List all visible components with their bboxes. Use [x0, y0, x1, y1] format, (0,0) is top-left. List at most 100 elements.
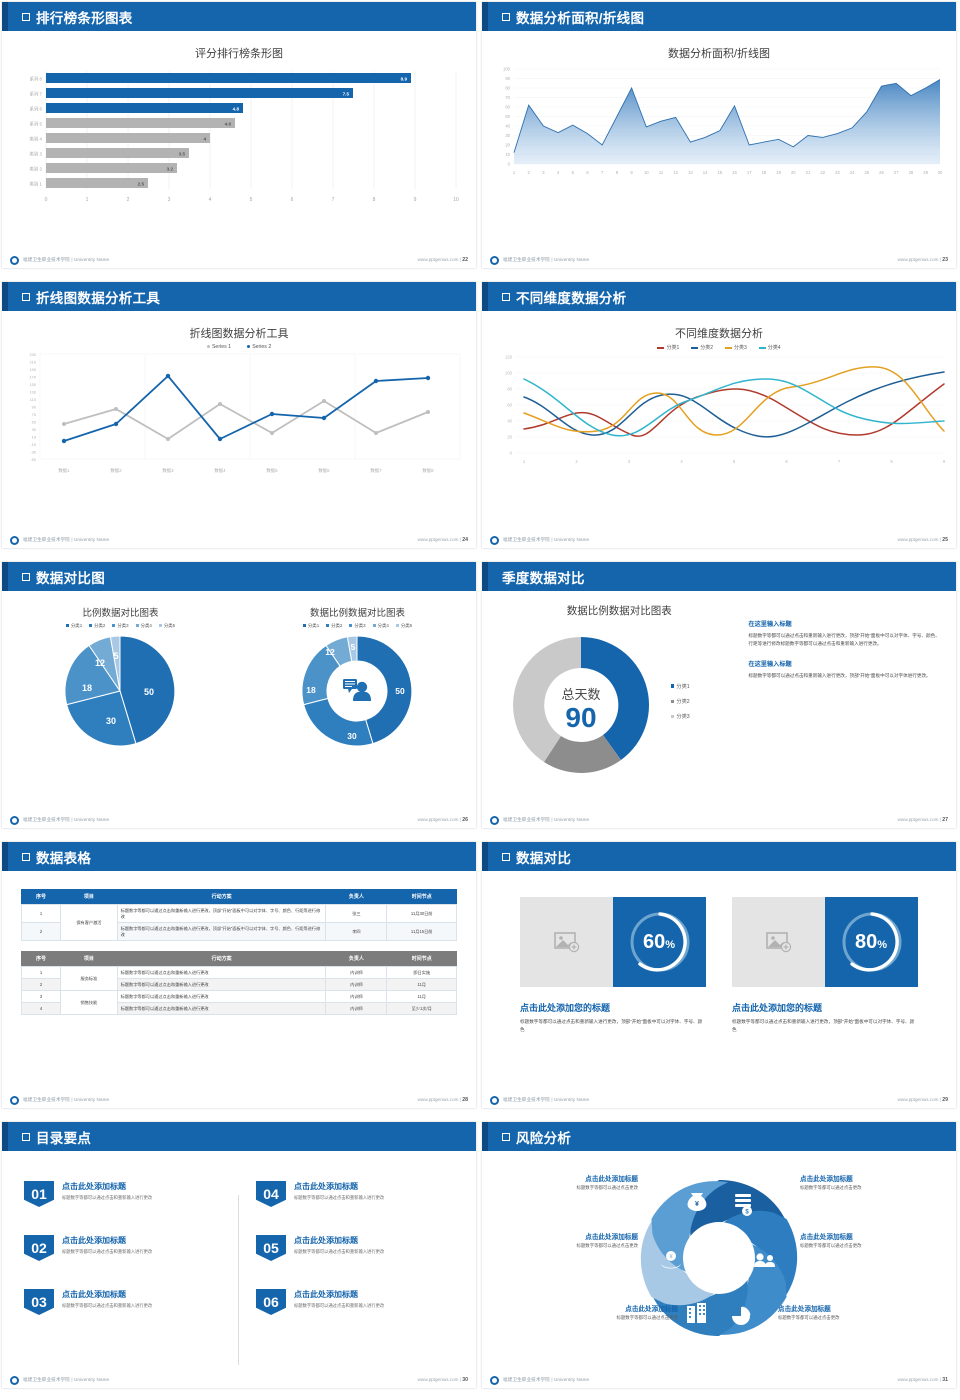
legend-item[interactable]: 分类2 — [326, 623, 342, 629]
legend-item-series2[interactable]: Series 2 — [247, 344, 271, 350]
risk-title: 点击此处添加标题 — [585, 1176, 638, 1183]
slide-risk-analysis[interactable]: 风险分析 ¥ — [480, 1120, 960, 1400]
slide-quarterly-compare[interactable]: 季度数据对比 数据比例数据对比图表 总天数 90 — [480, 560, 960, 840]
compare-card[interactable]: 60% 点击此处添加您的标题 标题数字等都可以通过点击和重新输入进行更改，顶部“… — [520, 897, 706, 1034]
legend-item[interactable]: 分类1 — [65, 623, 82, 629]
presenter-icon — [343, 679, 371, 701]
svg-text:2: 2 — [528, 170, 531, 175]
svg-text:9: 9 — [414, 197, 417, 203]
table-row[interactable]: 1 服务标准 标题数字等都可以通过点击和重新输入进行更改 内训师 即日实施 — [20, 966, 458, 991]
svg-text:12: 12 — [95, 658, 105, 668]
svg-text:0: 0 — [45, 197, 48, 203]
footer-school: 福建卫生职业技术学院 | University Name — [23, 257, 110, 262]
legend-swatch-icon — [65, 624, 69, 628]
slide-data-tables[interactable]: 数据表格 序号 项目 行动方案 负责人 时间节点 1 保有客户激活 标题数字等都… — [0, 840, 480, 1120]
catalog-item-06[interactable]: 06 点击此处添加标题 标题数字等都可以通过点击和重新输入进行更改 — [256, 1289, 454, 1315]
slide-area-line[interactable]: 数据分析面积/折线图 数据分析面积/折线图 — [480, 0, 960, 280]
footer-site: www.pptgenius.com | 31 — [898, 1377, 948, 1383]
svg-text:-30: -30 — [30, 450, 36, 455]
legend-swatch-icon — [671, 684, 675, 688]
svg-text:-10: -10 — [30, 442, 36, 447]
cell-index: 2 — [20, 922, 62, 941]
risk-item-4[interactable]: 点击此处添加标题 标题数字等都可以通过点击更改 — [800, 1231, 940, 1249]
svg-text:4: 4 — [209, 197, 212, 203]
donut-title: 数据比例数据对比图表 — [309, 608, 405, 619]
image-placeholder[interactable] — [520, 897, 613, 987]
table-row[interactable]: 2 标题数字等都可以通过点击和重新输入进行更改，顶部“开始”面板中可以对字体、字… — [20, 922, 458, 941]
slide-catalog[interactable]: 目录要点 01 点击此处添加标题 标题数字等都可以通过点击和重新输入进行更改 02… — [0, 1120, 480, 1400]
slide-header: 数据分析面积/折线图 — [482, 2, 956, 31]
legend-item[interactable]: 分类5 — [395, 623, 412, 629]
legend-item[interactable]: 分类1 — [302, 623, 319, 629]
cell-owner: 内训师 — [325, 1002, 388, 1015]
legend-item[interactable]: 分类1 — [671, 680, 690, 695]
slide-ranking-bar[interactable]: 排行榜条形图表 评分排行榜条形图 — [0, 0, 480, 280]
risk-item-6[interactable]: 点击此处添加标题 标题数字等都可以通过点击更改 — [778, 1303, 918, 1321]
legend-item[interactable]: 分类4 — [135, 623, 152, 629]
legend-label: 分类3 — [676, 714, 690, 721]
risk-item-2[interactable]: 点击此处添加标题 标题数字等都可以通过点击更改 — [800, 1173, 940, 1191]
catalog-title: 点击此处添加标题 — [62, 1236, 126, 1245]
table-row[interactable]: 1 保有客户激活 标题数字等都可以通过点击和重新输入进行更改，顶部“开始”面板中… — [20, 904, 458, 941]
legend-item-2[interactable]: 分类2 — [691, 344, 713, 351]
gauge-chart: 80% — [842, 912, 901, 972]
catalog-item-03[interactable]: 03 点击此处添加标题 标题数字等都可以通过点击和重新输入进行更改 — [24, 1289, 222, 1315]
pie-chart-icon — [732, 1306, 751, 1325]
slide-header: 数据对比图 — [2, 562, 476, 591]
col-header: 序号 — [21, 889, 61, 905]
table-2: 序号 项目 行动方案 负责人 时间节点 1 服务标准 标题数字等都可以通过点击和… — [20, 951, 458, 1015]
legend-item-3[interactable]: 分类3 — [725, 344, 747, 351]
multi-line-chart: 120 100 80 60 40 20 0 1 2 3 4 5 6 7 8 9 — [505, 355, 946, 464]
catalog-item-04[interactable]: 04 点击此处添加标题 标题数字等都可以通过点击和重新输入进行更改 — [256, 1181, 454, 1207]
svg-text:170: 170 — [30, 375, 37, 380]
donut-chart: 总天数 90 — [513, 637, 650, 773]
table-row[interactable]: 4 标题数字等都可以通过点击和重新输入进行更改 内训师 至少1次/月 — [20, 1002, 458, 1015]
risk-item-5[interactable]: 点击此处添加标题 标题数字等都可以通过点击更改 — [538, 1303, 678, 1321]
school-logo-icon — [490, 1375, 499, 1385]
risk-item-1[interactable]: 点击此处添加标题 标题数字等都可以通过点击更改 — [498, 1173, 638, 1191]
cell-group: 销售技能 — [60, 990, 118, 1015]
legend-item[interactable]: 分类4 — [372, 623, 389, 629]
legend-item[interactable]: 分类2 — [671, 695, 690, 710]
svg-text:数据3: 数据3 — [162, 467, 174, 474]
people-icon — [754, 1253, 775, 1267]
catalog-title: 点击此处添加标题 — [294, 1290, 358, 1299]
catalog-item-01[interactable]: 01 点击此处添加标题 标题数字等都可以通过点击和重新输入进行更改 — [24, 1181, 222, 1207]
catalog-item-02[interactable]: 02 点击此处添加标题 标题数字等都可以通过点击和重新输入进行更改 — [24, 1235, 222, 1261]
svg-text:数据6: 数据6 — [318, 467, 330, 474]
footer-school: 福建卫生职业技术学院 | University Name — [23, 1377, 110, 1382]
slide-multi-dimension[interactable]: 不同维度数据分析 不同维度数据分析 分类1 分类2 分类3 分类4 — [480, 280, 960, 560]
table-row[interactable]: 3 销售技能 标题数字等都可以通过点击和重新输入进行更改 内训师 11月 — [20, 990, 458, 1015]
risk-item-3[interactable]: 点击此处添加标题 标题数字等都可以通过点击更改 — [498, 1231, 638, 1249]
cell-action: 标题数字等都可以通过点击和重新输入进行更改 — [116, 1002, 327, 1015]
legend-item[interactable]: 分类3 — [349, 623, 366, 629]
cell-index: 2 — [20, 978, 62, 991]
col-header: 行动方案 — [117, 889, 326, 905]
footer-site: www.pptgenius.com | 23 — [898, 257, 948, 263]
catalog-item-05[interactable]: 05 点击此处添加标题 标题数字等都可以通过点击和重新输入进行更改 — [256, 1235, 454, 1261]
legend-item-1[interactable]: 分类1 — [657, 344, 679, 351]
checkbox-icon — [502, 1132, 510, 1141]
slide-line-tool[interactable]: 折线图数据分析工具 折线图数据分析工具 Series 1 Series 2 — [0, 280, 480, 560]
compare-card[interactable]: 80% 点击此处添加您的标题 标题数字等都可以通过点击和重新输入进行更改，顶部“… — [732, 897, 918, 1034]
percent-gauge: 60% — [613, 897, 706, 987]
slide-title: 风险分析 — [516, 1130, 572, 1146]
page-number: 24 — [462, 537, 468, 543]
image-placeholder[interactable] — [732, 897, 825, 987]
legend-swatch-icon — [326, 624, 330, 628]
legend-item-series1[interactable]: Series 1 — [206, 344, 231, 350]
catalog-title: 点击此处添加标题 — [62, 1182, 126, 1191]
legend-item[interactable]: 分类2 — [89, 623, 105, 629]
slide-data-compare-cards[interactable]: 数据对比 — [480, 840, 960, 1120]
legend-item-4[interactable]: 分类4 — [758, 344, 781, 351]
svg-text:3.5: 3.5 — [179, 152, 186, 157]
legend-item[interactable]: 分类3 — [671, 710, 690, 725]
slide-data-compare-pie[interactable]: 数据对比图 比例数据对比图表 分类1 分类2 分类3 分类4 分类5 — [0, 560, 480, 840]
svg-text:5: 5 — [113, 651, 118, 661]
legend-item[interactable]: 分类3 — [112, 623, 129, 629]
catalog-sub: 标题数字等都可以通过点击和重新输入进行更改 — [62, 1303, 153, 1308]
svg-text:数据2: 数据2 — [110, 467, 122, 474]
svg-text:7.5: 7.5 — [343, 92, 350, 97]
legend-item[interactable]: 分类5 — [158, 623, 175, 629]
svg-text:8: 8 — [616, 170, 619, 175]
